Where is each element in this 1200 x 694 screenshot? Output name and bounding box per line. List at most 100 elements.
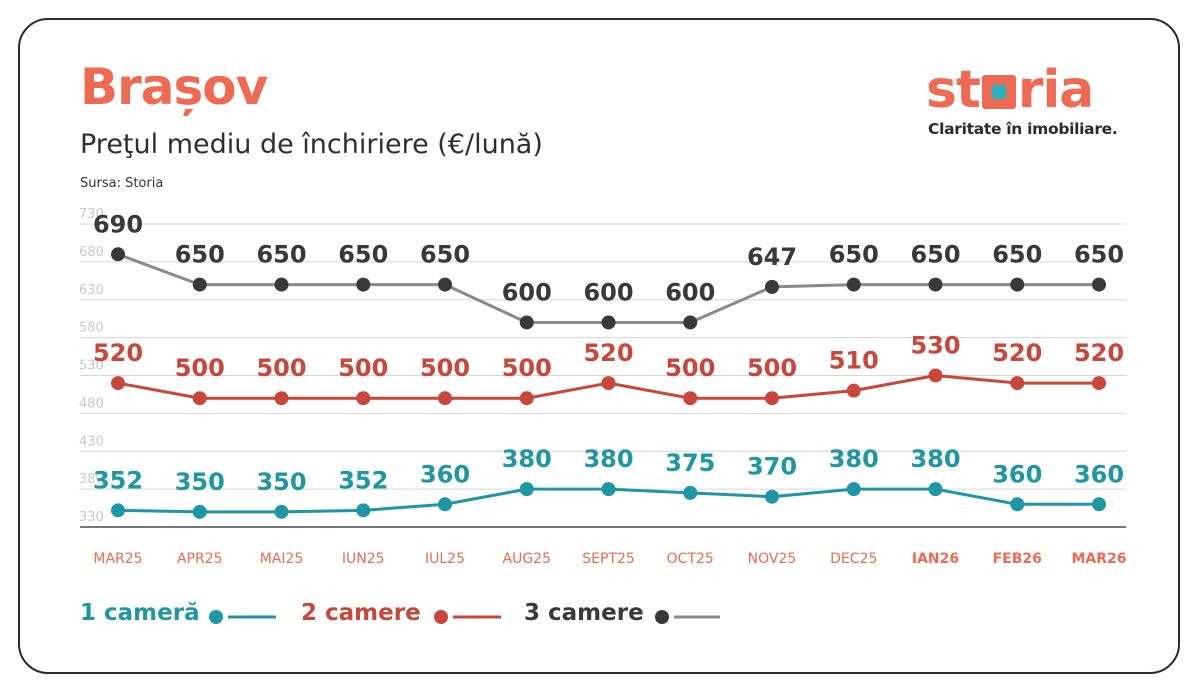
data-point-1-camera <box>356 503 371 518</box>
chart-card <box>18 18 1180 674</box>
legend-swatch-3-camere <box>655 610 720 624</box>
x-tick-label: SEPT25 <box>582 551 635 567</box>
x-tick-label: MAR25 <box>93 551 142 567</box>
data-point-2-camere <box>519 391 534 406</box>
data-point-1-camera <box>601 482 616 497</box>
data-point-2-camere <box>111 376 125 391</box>
data-label-2-camere: 500 <box>420 354 470 382</box>
data-label-3-camere: 600 <box>502 278 552 306</box>
data-label-2-camere: 500 <box>665 354 715 382</box>
x-tick-label: IUL25 <box>425 551 465 567</box>
data-label-2-camere: 520 <box>992 339 1042 367</box>
data-point-3-camere <box>111 247 125 262</box>
data-point-2-camere <box>356 391 371 406</box>
data-point-3-camere <box>846 277 861 292</box>
legend-swatch-1-camera <box>209 610 276 624</box>
legend-label-2-camere: 2 camere <box>301 600 421 626</box>
data-label-3-camere: 650 <box>175 241 225 269</box>
data-label-3-camere: 647 <box>747 243 797 271</box>
data-point-3-camere <box>519 315 534 330</box>
x-tick-label: FEB26 <box>993 551 1042 567</box>
x-tick-label: MAI25 <box>260 551 304 567</box>
data-point-3-camere <box>601 315 616 330</box>
data-label-3-camere: 600 <box>583 278 633 306</box>
y-tick-label: 730 <box>79 207 104 222</box>
data-point-1-camera <box>111 503 125 518</box>
logo-word-left: st <box>926 60 981 120</box>
data-point-3-camere <box>1092 277 1106 292</box>
data-label-1-camera: 380 <box>502 445 552 473</box>
data-label-1-camera: 380 <box>583 445 633 473</box>
y-tick-label: 580 <box>79 321 104 336</box>
data-point-2-camere <box>601 376 616 391</box>
data-label-1-camera: 352 <box>338 466 388 494</box>
data-label-1-camera: 350 <box>175 468 225 496</box>
data-point-1-camera <box>438 497 452 512</box>
data-point-3-camere <box>192 277 207 292</box>
legend-label-3-camere: 3 camere <box>524 600 644 626</box>
logo-wordmark: st ria <box>926 60 1094 120</box>
data-point-1-camera <box>765 489 779 504</box>
data-label-2-camere: 500 <box>175 354 225 382</box>
data-point-2-camere <box>683 391 698 406</box>
logo-square-icon <box>981 75 1016 109</box>
storia-logo: st ria Claritate în imobiliare. <box>926 62 1126 142</box>
data-label-3-camere: 650 <box>420 241 470 269</box>
data-label-3-camere: 650 <box>910 241 960 269</box>
logo-tagline: Claritate în imobiliare. <box>928 120 1118 138</box>
data-point-3-camere <box>438 277 452 292</box>
y-tick-label: 680 <box>79 245 104 260</box>
data-point-2-camere <box>192 391 207 406</box>
data-point-2-camere <box>928 368 943 383</box>
data-label-3-camere: 600 <box>665 278 715 306</box>
data-point-1-camera <box>519 482 534 497</box>
data-point-1-camera <box>846 482 861 497</box>
chart-title: Brașov <box>80 58 268 116</box>
data-point-3-camere <box>683 315 698 330</box>
data-label-2-camere: 500 <box>338 354 388 382</box>
data-label-2-camere: 500 <box>502 354 552 382</box>
data-label-3-camere: 690 <box>93 210 143 238</box>
x-tick-label: IUN25 <box>342 551 385 567</box>
data-label-3-camere: 650 <box>338 241 388 269</box>
legend-label-1-camera: 1 cameră <box>80 600 200 626</box>
data-label-1-camera: 350 <box>256 468 306 496</box>
data-label-2-camere: 500 <box>747 354 797 382</box>
y-tick-label: 330 <box>79 510 104 525</box>
x-tick-label: OCT25 <box>667 551 714 567</box>
chart-subtitle: Preţul mediu de închiriere (€/lună) <box>80 129 543 160</box>
data-point-2-camere <box>1092 376 1106 391</box>
data-point-3-camere <box>765 279 779 294</box>
data-label-1-camera: 360 <box>1074 460 1124 488</box>
data-point-2-camere <box>846 383 861 398</box>
data-label-2-camere: 500 <box>256 354 306 382</box>
data-label-1-camera: 352 <box>93 466 143 494</box>
data-label-2-camere: 520 <box>1074 339 1124 367</box>
data-label-1-camera: 375 <box>665 449 715 477</box>
data-label-3-camere: 650 <box>1074 241 1124 269</box>
data-label-2-camere: 520 <box>583 339 633 367</box>
data-label-3-camere: 650 <box>256 241 306 269</box>
data-point-1-camera <box>1010 497 1025 512</box>
x-tick-label: DEC25 <box>830 551 877 567</box>
data-label-1-camera: 380 <box>829 445 879 473</box>
data-point-3-camere <box>356 277 371 292</box>
x-tick-label: AUG25 <box>503 551 552 567</box>
data-point-3-camere <box>1010 277 1025 292</box>
data-label-2-camere: 530 <box>910 332 960 360</box>
data-label-3-camere: 650 <box>829 241 879 269</box>
legend-item-2-camere: 2 camere <box>301 598 511 634</box>
x-tick-label: IAN26 <box>912 551 959 567</box>
data-label-2-camere: 510 <box>829 347 879 375</box>
data-point-1-camera <box>1092 497 1106 512</box>
data-point-1-camera <box>928 482 943 497</box>
data-point-1-camera <box>192 504 207 519</box>
data-point-2-camere <box>1010 376 1025 391</box>
source-note: Sursa: Storia <box>80 176 164 191</box>
data-point-1-camera <box>274 504 289 519</box>
data-label-1-camera: 380 <box>910 445 960 473</box>
legend-item-1-camera: 1 cameră <box>80 598 280 634</box>
y-tick-label: 480 <box>79 396 104 411</box>
x-tick-label: MAR26 <box>1071 551 1126 567</box>
data-point-1-camera <box>683 485 698 500</box>
